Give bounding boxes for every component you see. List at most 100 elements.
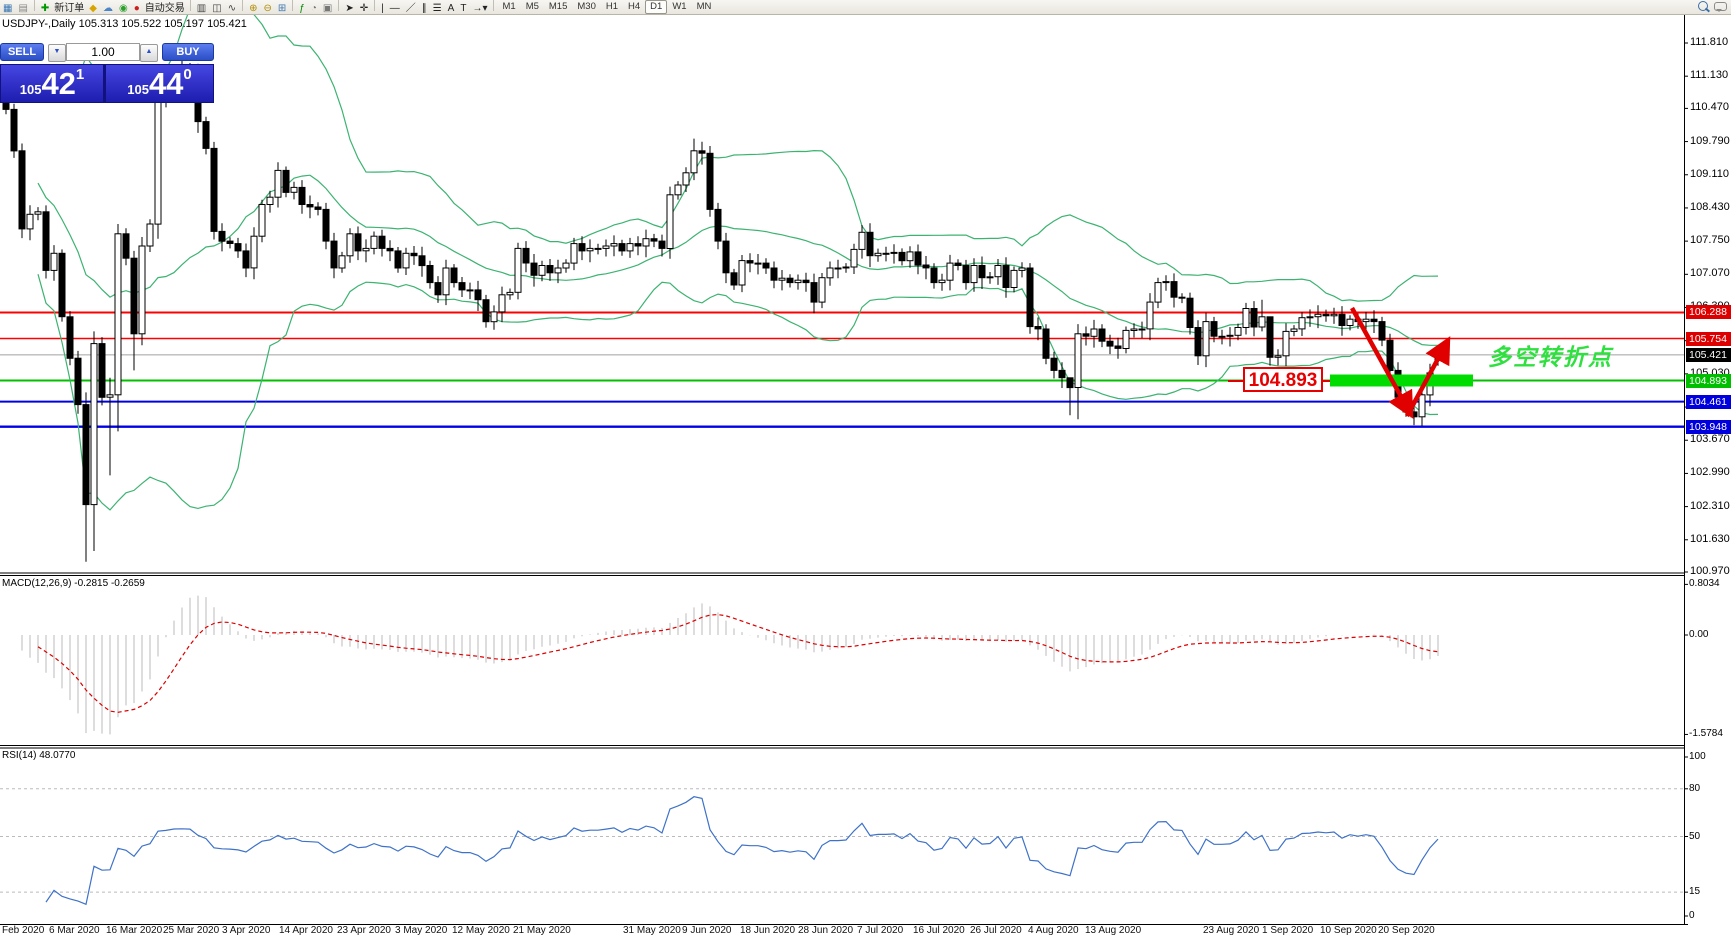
signals-icon[interactable]: ◉	[119, 3, 128, 14]
turning-point-annotation[interactable]: 多空转折点	[1488, 344, 1613, 370]
autotrading-icon[interactable]: ●	[133, 3, 140, 14]
fibonacci-icon[interactable]: ☰	[432, 3, 442, 14]
volume-input[interactable]: 1.00	[66, 43, 140, 61]
rsi-axis-tick: 0	[1689, 910, 1695, 921]
timeframe-m30[interactable]: M30	[577, 1, 596, 12]
channel-icon[interactable]: ∥	[421, 3, 427, 14]
date-axis-label: 18 Jun 2020	[740, 925, 796, 936]
price-axis-tick: 103.670	[1690, 433, 1730, 446]
indicators-icon[interactable]: ƒ	[299, 3, 305, 14]
sell-button[interactable]: SELL	[0, 43, 44, 61]
date-axis-label: 13 Aug 2020	[1085, 925, 1142, 936]
arrows-icon[interactable]: →▾	[472, 3, 488, 14]
price-axis-tick: 107.070	[1690, 267, 1730, 280]
price-annotation-label[interactable]: 104.893	[1243, 367, 1323, 392]
macd-axis-tick: -1.5784	[1689, 728, 1723, 740]
price-axis-tick: 109.790	[1690, 134, 1730, 147]
date-axis-label: 16 Mar 2020	[106, 925, 163, 936]
price-level-badge: 104.893	[1686, 373, 1731, 388]
sell-price-pip: 1	[75, 66, 85, 83]
price-axis-tick: 110.470	[1690, 101, 1729, 114]
buy-price-prefix: 105	[127, 82, 149, 97]
macd-axis-tick: 0.00	[1689, 629, 1709, 640]
date-axis-label: 6 Mar 2020	[49, 925, 100, 936]
vline-icon[interactable]: |	[381, 3, 384, 14]
timeframe-mn[interactable]: MN	[696, 1, 712, 12]
bar-chart-icon[interactable]: ▥	[196, 3, 207, 14]
buy-price-pip: 0	[183, 66, 192, 83]
label-icon[interactable]: T	[460, 3, 467, 14]
search-icon[interactable]	[1698, 1, 1708, 11]
preview-icon[interactable]: ▤	[18, 3, 28, 14]
date-axis-label: 3 Apr 2020	[222, 925, 271, 936]
volume-increase-button[interactable]: ▲	[140, 44, 158, 62]
sell-price-big: 42	[41, 65, 76, 101]
timeframe-d1[interactable]: D1	[645, 0, 668, 14]
price-axis-tick: 100.970	[1690, 564, 1730, 577]
date-axis-label: 31 May 2020	[623, 925, 681, 936]
price-level-badge: 105.754	[1686, 331, 1731, 346]
new-order-icon[interactable]: ✚	[40, 3, 50, 14]
macd-axis-tick: 0.8034	[1689, 578, 1720, 590]
toolbar-separator	[292, 0, 294, 11]
tile-windows-icon[interactable]: ⊞	[277, 3, 287, 14]
trendline-icon[interactable]: ／	[405, 3, 416, 14]
chat-icon[interactable]	[1714, 1, 1727, 12]
rsi-axis-tick: 50	[1689, 830, 1701, 842]
rsi-indicator-label: RSI(14) 48.0770	[2, 750, 76, 761]
crosshair-icon[interactable]: ✛	[359, 3, 369, 14]
periods-icon[interactable]: ◔	[310, 3, 317, 14]
rsi-axis-tick: 100	[1689, 751, 1706, 762]
sell-price-button[interactable]: 105 42 1	[1, 65, 103, 102]
price-level-badge: 105.421	[1686, 347, 1731, 362]
date-axis-label: 12 May 2020	[452, 925, 510, 936]
toolbar-separator	[493, 0, 495, 11]
price-axis-tick: 108.430	[1690, 200, 1730, 213]
buy-price-big: 44	[148, 65, 184, 101]
candlestick-icon[interactable]: ◫	[212, 3, 222, 14]
cleanup-icon[interactable]: ◆	[89, 3, 97, 14]
rsi-axis-tick: 15	[1689, 886, 1701, 898]
volume-decrease-button[interactable]: ▼	[48, 44, 66, 62]
new-chart-icon[interactable]: ▦	[3, 3, 13, 14]
timeframe-m1[interactable]: M1	[502, 1, 516, 12]
timeframe-m5[interactable]: M5	[525, 1, 539, 12]
date-axis-label: 10 Sep 2020	[1320, 925, 1377, 936]
price-axis-tick: 109.110	[1690, 167, 1729, 180]
date-axis-label: Feb 2020	[2, 925, 45, 936]
toolbar-separator	[242, 0, 244, 11]
new-order-label[interactable]: 新订单	[54, 3, 85, 14]
buy-price-button[interactable]: 105 44 0	[106, 65, 213, 102]
timeframe-h4[interactable]: H4	[628, 1, 641, 12]
price-axis-tick: 111.810	[1690, 36, 1729, 48]
date-axis-label: 21 May 2020	[513, 925, 571, 936]
rsi-axis-tick: 80	[1689, 782, 1701, 794]
date-axis-label: 25 Mar 2020	[163, 925, 220, 936]
hline-icon[interactable]: —	[389, 3, 400, 14]
date-axis-label: 20 Sep 2020	[1378, 925, 1435, 936]
macd-indicator-label: MACD(12,26,9) -0.2815 -0.2659	[2, 578, 145, 589]
sell-price-prefix: 105	[19, 82, 42, 97]
cursor-icon[interactable]: ➤	[345, 3, 354, 14]
templates-icon[interactable]: ▣	[322, 3, 333, 14]
date-axis-label: 4 Aug 2020	[1028, 925, 1079, 936]
buy-button[interactable]: BUY	[162, 43, 214, 61]
price-axis-tick: 102.310	[1690, 499, 1730, 512]
date-axis-label: 1 Sep 2020	[1262, 925, 1314, 936]
zoom-in-icon[interactable]: ⊕	[249, 3, 258, 14]
text-icon[interactable]: A	[447, 3, 455, 14]
date-axis-label: 16 Jul 2020	[913, 925, 965, 936]
autotrading-label[interactable]: 自动交易	[144, 3, 185, 14]
timeframe-h1[interactable]: H1	[605, 1, 619, 12]
toolbar-separator	[33, 0, 35, 11]
price-level-badge: 103.948	[1686, 419, 1731, 434]
line-chart-icon[interactable]: ∿	[227, 3, 237, 14]
timeframe-m15[interactable]: M15	[548, 1, 568, 12]
accounts-icon[interactable]: ☁	[103, 3, 113, 14]
date-axis-label: 28 Jun 2020	[798, 925, 854, 936]
zoom-out-icon[interactable]: ⊖	[263, 3, 272, 14]
one-click-trading-panel: SELL ▼ 1.00 ▲ BUY 105 42 1 105 44 0	[0, 37, 214, 103]
timeframe-w1[interactable]: W1	[672, 1, 687, 12]
